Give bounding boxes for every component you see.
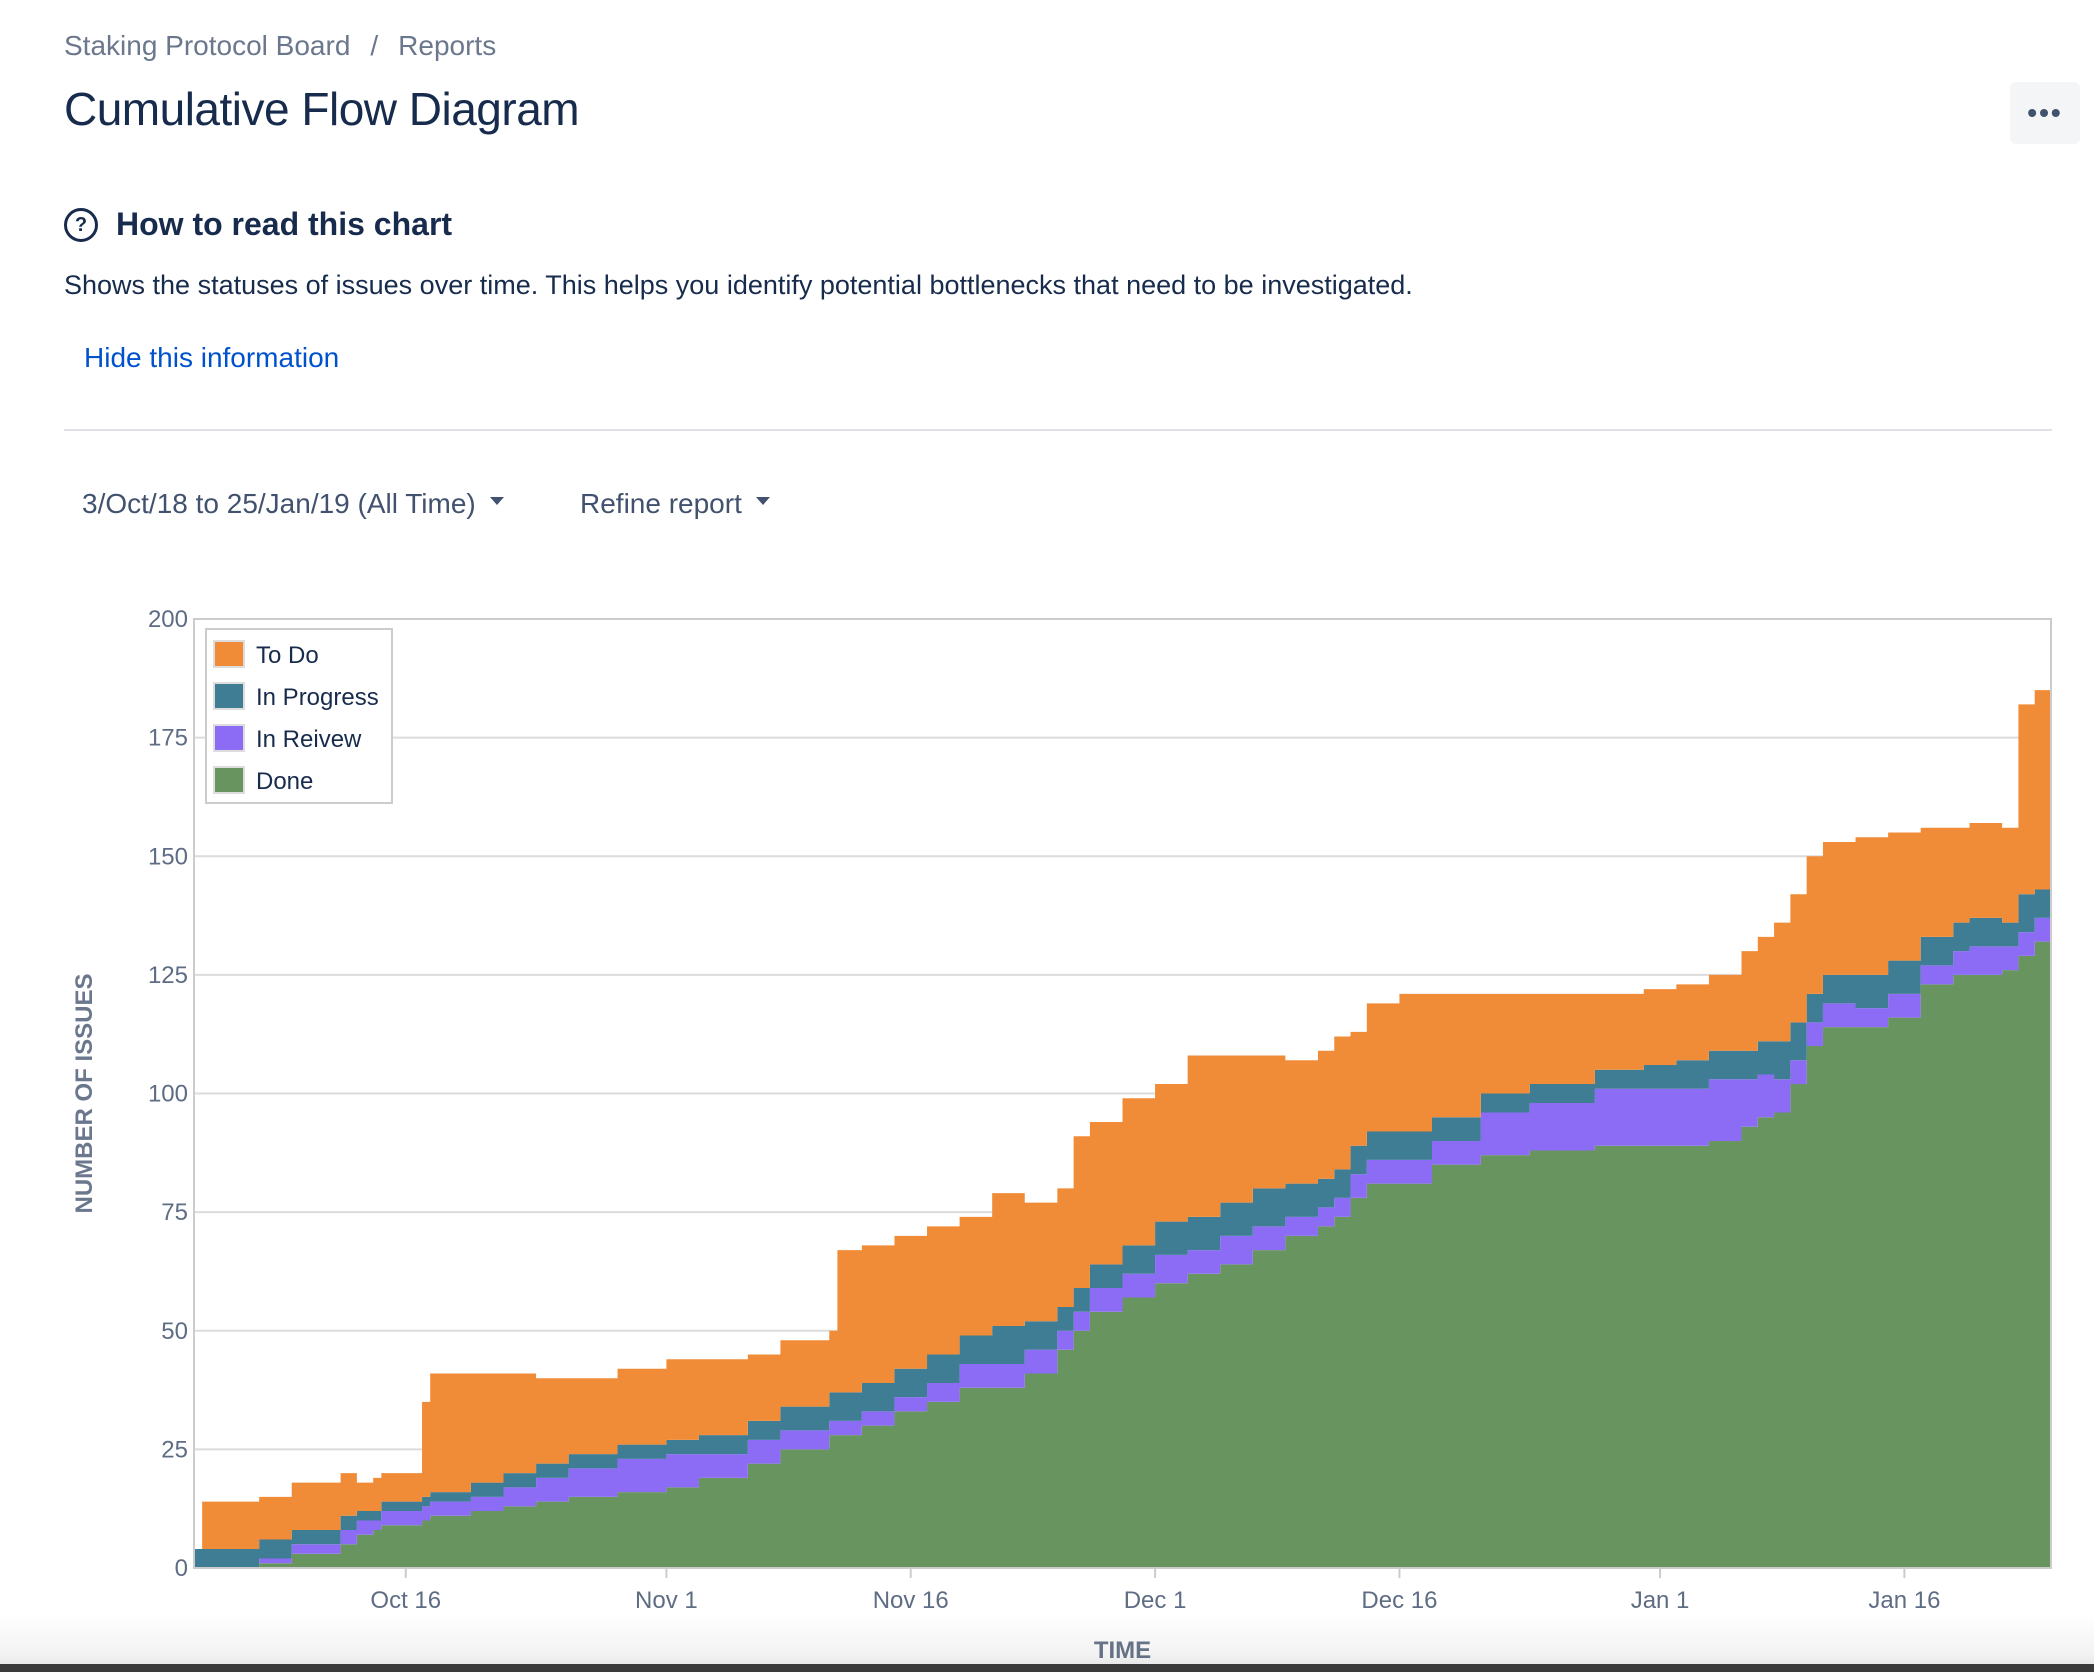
more-dots-icon: ••• — [2027, 97, 2063, 128]
breadcrumb-separator: / — [370, 30, 379, 61]
legend-label-to-do: To Do — [256, 642, 319, 669]
help-description: Shows the statuses of issues over time. … — [64, 270, 1413, 300]
x-axis-title: TIME — [1094, 1637, 1151, 1664]
chevron-down-icon — [755, 497, 770, 505]
x-tick-label: Dec 16 — [1361, 1587, 1437, 1614]
breadcrumb-reports-link[interactable]: Reports — [398, 30, 497, 61]
legend-swatch-in-progress — [213, 682, 245, 710]
y-tick-label: 0 — [175, 1555, 188, 1582]
chevron-down-icon — [489, 497, 504, 505]
y-axis-title: NUMBER OF ISSUES — [71, 973, 98, 1213]
question-circle-icon: ? — [64, 208, 98, 242]
x-tick-label: Nov 1 — [635, 1587, 698, 1614]
breadcrumb-board-link[interactable]: Staking Protocol Board — [64, 30, 351, 61]
x-tick-label: Jan 16 — [1868, 1587, 1940, 1614]
legend-label-in-progress: In Progress — [256, 684, 379, 711]
legend-label-done: Done — [256, 768, 313, 795]
y-tick-label: 100 — [148, 1081, 188, 1108]
x-tick-label: Oct 16 — [370, 1587, 441, 1614]
y-tick-label: 150 — [148, 843, 188, 870]
refine-report-dropdown[interactable]: Refine report — [580, 488, 770, 520]
legend-swatch-done — [213, 766, 245, 794]
legend-swatch-to-do — [213, 640, 245, 668]
y-tick-label: 175 — [148, 725, 188, 752]
area-done — [194, 879, 2051, 1568]
date-range-label: 3/Oct/18 to 25/Jan/19 (All Time) — [82, 488, 476, 519]
page-title: Cumulative Flow Diagram — [64, 83, 580, 135]
date-range-dropdown[interactable]: 3/Oct/18 to 25/Jan/19 (All Time) — [82, 488, 504, 520]
y-tick-label: 200 — [148, 606, 188, 633]
divider — [64, 429, 2052, 431]
chart-legend: To Do In Progress In Reivew Done — [205, 628, 393, 804]
x-tick-label: Dec 1 — [1124, 1587, 1187, 1614]
refine-report-label: Refine report — [580, 488, 742, 519]
x-tick-label: Nov 16 — [873, 1587, 949, 1614]
help-title: How to read this chart — [116, 206, 453, 242]
hide-information-link[interactable]: Hide this information — [84, 342, 340, 373]
bottom-edge-bar — [0, 1664, 2094, 1672]
y-tick-label: 25 — [161, 1436, 188, 1463]
legend-swatch-in-reivew — [213, 724, 245, 752]
breadcrumb: Staking Protocol Board / Reports — [64, 30, 496, 62]
cumulative-flow-chart: 0 25 50 75 100 125 150 175 200 Oct 16 Nov 1 Nov 16 D… — [71, 606, 2052, 1664]
legend-label-in-reivew: In Reivew — [256, 726, 362, 753]
y-tick-label: 75 — [161, 1199, 188, 1226]
y-tick-label: 50 — [161, 1318, 188, 1345]
plot-border — [193, 618, 2052, 1569]
more-actions-button[interactable]: ••• — [2010, 82, 2080, 144]
y-tick-label: 125 — [148, 962, 188, 989]
x-tick-label: Jan 1 — [1631, 1587, 1690, 1614]
